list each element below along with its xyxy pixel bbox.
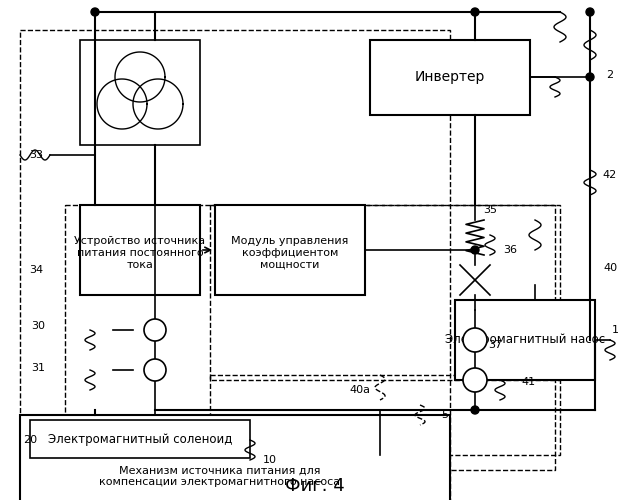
- Bar: [80, 40, 200, 145]
- Bar: [65, 205, 555, 470]
- Bar: [210, 205, 560, 380]
- Text: Устройство источника
питания постоянного
тока: Устройство источника питания постоянного…: [74, 236, 206, 270]
- Text: 1: 1: [611, 325, 618, 335]
- Text: 5: 5: [442, 410, 449, 420]
- Bar: [370, 40, 530, 115]
- Text: Механизм источника питания для
компенсации электромагнитного насоса: Механизм источника питания для компенсац…: [100, 465, 341, 487]
- Text: Модуль управления
коэффициентом
мощности: Модуль управления коэффициентом мощности: [232, 236, 349, 270]
- Circle shape: [144, 359, 166, 381]
- Text: 36: 36: [503, 245, 517, 255]
- Bar: [215, 205, 365, 295]
- Circle shape: [471, 246, 479, 254]
- Circle shape: [586, 73, 594, 81]
- Text: 20: 20: [23, 435, 37, 445]
- Circle shape: [471, 406, 479, 414]
- Text: 2: 2: [606, 70, 613, 80]
- Bar: [20, 415, 450, 500]
- Text: Фиг. 4: Фиг. 4: [285, 477, 345, 495]
- Text: 33: 33: [29, 150, 43, 160]
- Text: 35: 35: [483, 205, 497, 215]
- Text: 41: 41: [521, 377, 535, 387]
- Circle shape: [463, 328, 487, 352]
- Circle shape: [463, 368, 487, 392]
- Bar: [455, 300, 595, 380]
- Text: 34: 34: [29, 265, 43, 275]
- Text: 37: 37: [488, 340, 502, 350]
- Bar: [210, 375, 560, 455]
- Circle shape: [144, 319, 166, 341]
- Circle shape: [471, 8, 479, 16]
- Circle shape: [91, 8, 99, 16]
- Bar: [30, 420, 250, 458]
- Text: 40: 40: [603, 263, 617, 273]
- Text: Электромагнитный соленоид: Электромагнитный соленоид: [48, 432, 232, 446]
- Text: Инвертер: Инвертер: [415, 70, 485, 84]
- Bar: [80, 205, 200, 295]
- Text: 31: 31: [31, 363, 45, 373]
- Circle shape: [586, 8, 594, 16]
- Text: Электромагнитный насос: Электромагнитный насос: [445, 334, 605, 346]
- Text: 10: 10: [263, 455, 277, 465]
- Text: 40a: 40a: [350, 385, 370, 395]
- Text: 42: 42: [603, 170, 617, 180]
- Bar: [20, 30, 450, 500]
- Text: 30: 30: [31, 321, 45, 331]
